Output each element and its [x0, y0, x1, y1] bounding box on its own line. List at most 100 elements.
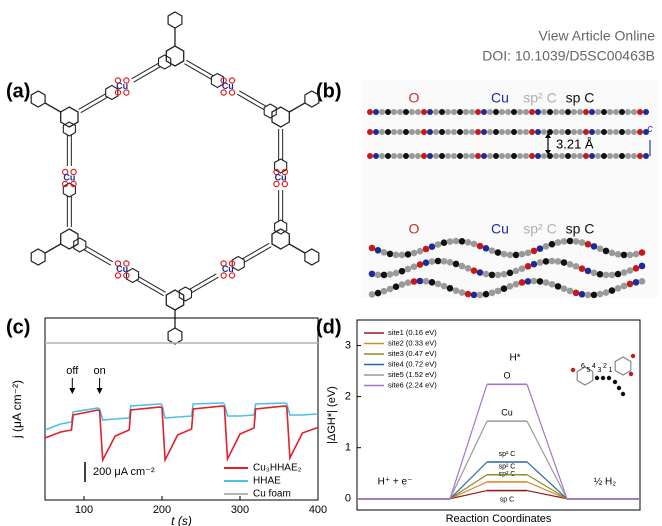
atom	[489, 247, 496, 254]
atom	[631, 153, 637, 159]
atom	[607, 153, 613, 159]
benzene-ring	[275, 159, 287, 173]
atom	[393, 270, 400, 277]
atom	[573, 290, 580, 297]
category-label: H⁺ + e⁻	[378, 477, 413, 488]
atom	[493, 109, 499, 115]
atom	[495, 288, 502, 295]
atom	[547, 109, 553, 115]
alkyne	[239, 91, 266, 107]
atom	[387, 251, 394, 258]
atom	[571, 153, 577, 159]
atom	[447, 285, 454, 292]
atom-label: sp² C	[523, 221, 556, 237]
alkyne	[84, 250, 111, 266]
atom	[631, 109, 637, 115]
atom	[637, 129, 643, 135]
atom	[579, 239, 586, 246]
atom	[423, 278, 430, 285]
atom	[541, 109, 547, 115]
atom	[469, 109, 475, 115]
atom	[627, 281, 634, 288]
atom	[457, 153, 463, 159]
atom	[637, 109, 643, 115]
scale-bar-label: 200 μA cm⁻²	[93, 466, 155, 478]
atom	[561, 285, 568, 292]
alkyne	[45, 103, 61, 112]
legend-label: Cu₃HHAE₂	[253, 463, 302, 474]
atom	[601, 129, 607, 135]
atom	[591, 292, 598, 299]
atom	[531, 278, 538, 285]
atom	[595, 129, 601, 135]
atom-label: sp² C	[523, 90, 556, 106]
atom	[537, 259, 544, 266]
atom	[463, 153, 469, 159]
atom	[417, 278, 424, 285]
alkyne	[86, 246, 113, 262]
benzene-ring	[272, 229, 289, 249]
benzene-ring	[166, 46, 183, 66]
atom	[573, 238, 580, 245]
atom	[637, 153, 643, 159]
atom	[633, 251, 640, 258]
legend-label: site4 (0.72 eV)	[388, 359, 437, 368]
atom	[415, 109, 421, 115]
view-article-link[interactable]: View Article Online	[539, 28, 656, 44]
connector	[450, 482, 487, 499]
atom-label: sp C	[566, 90, 595, 106]
atom	[627, 252, 634, 259]
atom	[513, 281, 520, 288]
atom	[541, 129, 547, 135]
alkyne	[242, 243, 269, 259]
atom	[465, 239, 472, 246]
atom	[435, 281, 442, 288]
atom	[519, 251, 526, 258]
atom	[481, 153, 487, 159]
atom	[417, 261, 424, 268]
atom	[379, 109, 385, 115]
spacing-label: 3.21 Å	[556, 136, 594, 151]
atom	[373, 153, 379, 159]
atom	[375, 290, 382, 297]
atom	[393, 252, 400, 259]
atom	[601, 153, 607, 159]
metal-label: Cu	[222, 81, 234, 91]
atom	[619, 153, 625, 159]
atom	[609, 287, 616, 294]
crystal-structure: OCusp² Csp C3.21 ÅcOCusp² Csp C	[362, 80, 658, 298]
metal-label: Cu	[116, 264, 128, 274]
atom	[367, 109, 373, 115]
atom	[445, 153, 451, 159]
panel-label: (d)	[316, 316, 342, 338]
doi[interactable]: DOI: 10.1039/D5SC00463B	[482, 48, 655, 64]
atom	[453, 238, 460, 245]
benzene-ring	[166, 290, 183, 310]
inset-atom	[571, 368, 575, 372]
atom	[427, 109, 433, 115]
atom	[487, 153, 493, 159]
atom	[369, 245, 376, 252]
atom	[603, 272, 610, 279]
atom	[553, 129, 559, 135]
atom	[625, 129, 631, 135]
atom	[607, 109, 613, 115]
inset-label: 2	[603, 363, 607, 370]
benzene-ring	[63, 183, 75, 197]
panel-label: (c)	[6, 316, 30, 338]
x-tick-label: 300	[231, 504, 249, 516]
atom	[387, 286, 394, 293]
atom	[471, 241, 478, 248]
atom	[633, 279, 640, 286]
alkyne	[137, 280, 164, 296]
atom	[435, 258, 442, 265]
x-tick-label: 100	[75, 504, 93, 516]
legend-label: site2 (0.33 eV)	[388, 338, 437, 347]
atom	[477, 243, 484, 250]
atom	[475, 109, 481, 115]
inset-label: 3	[598, 367, 602, 374]
benzene-ring	[232, 257, 244, 271]
atom	[511, 129, 517, 135]
atom	[573, 263, 580, 270]
atom	[565, 153, 571, 159]
